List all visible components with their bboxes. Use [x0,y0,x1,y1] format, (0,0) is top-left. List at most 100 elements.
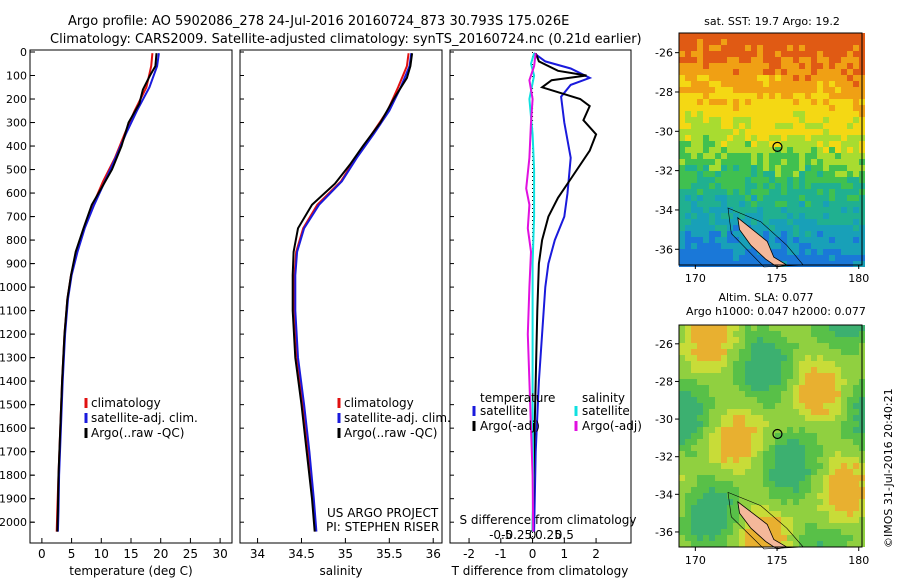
map-cell [727,237,733,243]
map-cell [811,45,817,51]
map-cell [853,213,859,219]
map-cell [841,439,847,445]
map-cell [835,171,841,177]
map-cell [721,45,727,51]
map-cell [721,481,727,487]
map-cell [709,201,715,207]
map-cell [823,481,829,487]
map-cell [829,129,835,135]
map-cell [739,493,745,499]
map-cell [757,135,763,141]
map-cell [853,343,859,349]
map-cell [793,409,799,415]
map-cell [703,189,709,195]
map-cell [805,87,811,93]
map-cell [679,87,685,93]
map-cell [787,63,793,69]
map-cell [739,255,745,261]
map-cell [799,361,805,367]
map-cell [751,463,757,469]
map-cell [811,171,817,177]
map-cell [847,153,853,159]
map-cell [757,45,763,51]
map-ytick-label: -36 [655,243,673,256]
map-cell [685,51,691,57]
sla-map-subtitle: Argo h1000: 0.047 h2000: 0.077 [686,305,866,318]
map-cell [853,237,859,243]
map-cell [745,391,751,397]
map-cell [709,159,715,165]
map-cell [775,255,781,261]
map-cell [835,535,841,541]
map-cell [709,529,715,535]
map-cell [841,403,847,409]
map-cell [853,415,859,421]
map-cell [715,517,721,523]
map-cell [799,111,805,117]
depth-tick-label: 2000 [0,516,27,529]
map-cell [829,523,835,529]
map-cell [835,159,841,165]
map-cell [787,355,793,361]
map-cell [679,331,685,337]
map-cell [757,361,763,367]
map-cell [847,183,853,189]
map-cell [841,81,847,87]
map-cell [787,105,793,111]
map-cell [757,39,763,45]
map-cell [751,541,757,547]
map-cell [703,261,709,267]
map-cell [721,225,727,231]
map-cell [781,457,787,463]
map-cell [685,261,691,267]
map-cell [787,325,793,331]
map-cell [685,225,691,231]
map-cell [679,487,685,493]
map-cell [745,147,751,153]
map-cell [739,457,745,463]
map-cell [835,225,841,231]
map-cell [847,39,853,45]
map-cell [715,189,721,195]
map-cell [727,153,733,159]
map-cell [781,361,787,367]
map-cell [727,213,733,219]
map-cell [679,195,685,201]
map-cell [805,111,811,117]
map-cell [811,69,817,75]
map-cell [853,529,859,535]
map-cell [757,159,763,165]
map-cell [805,331,811,337]
legend-s-argo-label: Argo(-adj) [582,419,642,433]
map-cell [715,451,721,457]
map-cell [709,385,715,391]
map-cell [841,177,847,183]
map-cell [739,135,745,141]
map-cell [727,379,733,385]
map-cell [799,385,805,391]
map-cell [793,331,799,337]
map-cell [697,147,703,153]
x-tick-label: 25 [183,547,198,561]
map-cell [847,225,853,231]
map-cell [739,195,745,201]
map-cell [847,427,853,433]
map-cell [721,535,727,541]
map-cell [817,57,823,63]
map-cell [745,243,751,249]
map-cell [691,87,697,93]
map-cell [805,445,811,451]
map-cell [829,63,835,69]
map-cell [775,535,781,541]
map-cell [823,475,829,481]
map-cell [745,213,751,219]
map-cell [835,123,841,129]
map-cell [757,511,763,517]
map-cell [805,99,811,105]
map-cell [787,165,793,171]
map-cell [793,415,799,421]
map-cell [757,153,763,159]
map-cell [709,541,715,547]
depth-tick-label: 900 [6,258,27,271]
map-cell [781,63,787,69]
